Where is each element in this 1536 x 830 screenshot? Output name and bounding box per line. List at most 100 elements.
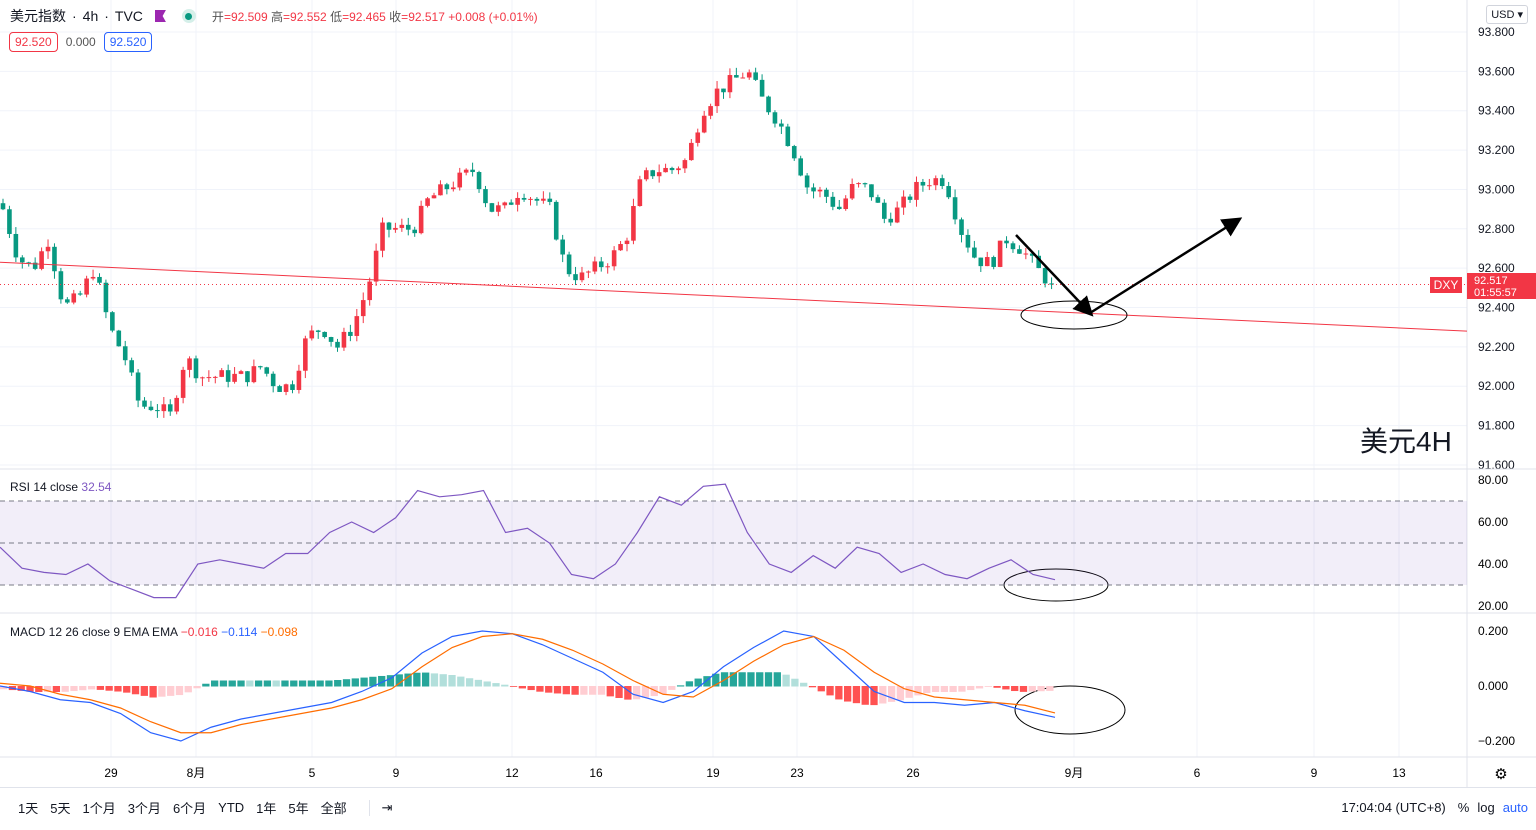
range-ytd[interactable]: YTD <box>218 800 245 815</box>
macd-histogram-bar <box>395 674 403 687</box>
candle-body <box>605 266 610 268</box>
macd-histogram-bar <box>993 686 1001 688</box>
percent-toggle[interactable]: % <box>1457 800 1470 815</box>
candle-body <box>901 196 906 208</box>
bottom-toolbar: 1天 5天 1个月 3个月 6个月 YTD 1年 5年 全部 ⇥ 17:04:0… <box>0 787 1536 827</box>
candle-body <box>566 254 572 275</box>
candle-body <box>161 404 167 412</box>
candle-body <box>206 377 212 379</box>
range-6m[interactable]: 6个月 <box>172 801 207 816</box>
candle-body <box>399 224 405 228</box>
rsi-tick: 20.00 <box>1478 599 1508 613</box>
chart-canvas[interactable]: 93.800 93.600 93.400 93.200 93.000 92.800 92.6… <box>0 0 1536 787</box>
macd-histogram-bar <box>931 686 940 692</box>
candle-body <box>71 293 77 303</box>
candle-body <box>888 218 894 223</box>
candle-body <box>180 369 186 398</box>
macd-histogram-bar <box>167 686 175 696</box>
macd-histogram-bar <box>342 679 351 687</box>
candle-body <box>200 377 205 379</box>
spread: 0.000 <box>65 35 96 49</box>
macd-histogram-bar <box>984 686 992 687</box>
candle-body <box>135 372 141 401</box>
macd-histogram-bar <box>52 686 61 692</box>
macd-histogram-bar <box>580 686 588 695</box>
macd-histogram-bar <box>589 686 597 695</box>
macd-histogram-bar <box>483 681 491 687</box>
ellipse-marker <box>1020 300 1128 330</box>
candle-body <box>129 360 134 373</box>
candle-body <box>1049 283 1054 285</box>
macd-histogram-bar <box>184 686 192 693</box>
sell-price[interactable]: 92.520 <box>9 32 58 52</box>
range-1y[interactable]: 1年 <box>256 801 277 816</box>
candle-body <box>110 312 115 331</box>
candle-body <box>997 240 1003 267</box>
candle-body <box>811 187 816 192</box>
macd-histogram-bar <box>791 678 799 687</box>
candle-body <box>927 185 932 187</box>
candle-body <box>322 331 327 338</box>
range-5d[interactable]: 5天 <box>50 801 71 816</box>
macd-histogram-bar <box>1002 686 1010 690</box>
range-1d[interactable]: 1天 <box>18 801 39 816</box>
candle-body <box>360 300 366 317</box>
candle-body <box>592 261 598 272</box>
candle-body <box>869 184 874 198</box>
macd-histogram-bar <box>0 686 8 690</box>
range-1m[interactable]: 1个月 <box>82 801 116 816</box>
market-status-icon <box>181 9 196 23</box>
candle-body <box>759 79 765 97</box>
price-tag <box>1467 273 1536 299</box>
macd-histogram-bar <box>826 686 834 696</box>
candle-body <box>32 262 38 269</box>
candle-body <box>380 222 385 251</box>
macd-histogram-bar <box>360 677 368 687</box>
macd-histogram-bar <box>773 672 781 687</box>
range-all[interactable]: 全部 <box>320 801 347 816</box>
candle-body <box>598 261 604 268</box>
macd-histogram-bar <box>1019 686 1028 692</box>
goto-date-icon[interactable]: ⇥ <box>368 799 393 816</box>
macd-histogram-bar <box>870 686 878 706</box>
candle-body <box>405 224 411 230</box>
log-toggle[interactable]: log <box>1477 800 1495 815</box>
macd-histogram-bar <box>817 686 825 692</box>
macd-histogram-bar <box>1037 686 1045 692</box>
macd-histogram-bar <box>501 684 509 687</box>
macd-histogram-bar <box>465 678 474 687</box>
macd-histogram-bar <box>79 686 87 691</box>
buy-price[interactable]: 92.520 <box>103 32 153 52</box>
interval[interactable]: 4h <box>82 8 99 24</box>
candle-body <box>122 346 128 361</box>
candle-body <box>669 167 675 171</box>
auto-toggle[interactable]: auto <box>1502 800 1528 815</box>
macd-histogram-bar <box>633 686 641 700</box>
time-tick: 5 <box>309 766 316 780</box>
range-3m[interactable]: 3个月 <box>127 801 161 816</box>
symbol-name[interactable]: 美元指数 <box>10 8 66 24</box>
macd-histogram-bar <box>738 672 746 687</box>
candle-body <box>212 376 218 378</box>
currency-select[interactable]: USD ▾ <box>1486 5 1528 24</box>
range-5y[interactable]: 5年 <box>288 801 309 816</box>
macd-histogram-bar <box>413 672 421 687</box>
candle-body <box>1029 253 1035 256</box>
candle-body <box>856 183 861 185</box>
macd-histogram-bar <box>422 672 430 687</box>
signal-line <box>0 633 1056 734</box>
candle-body <box>952 197 958 220</box>
candle-body <box>914 181 919 200</box>
macd-histogram-bar <box>940 686 948 692</box>
candle-body <box>573 274 578 281</box>
macd-histogram-bar <box>281 680 289 687</box>
candle-body <box>296 370 302 390</box>
candle-body <box>714 88 720 107</box>
candle-body <box>830 196 836 207</box>
down-arrow <box>1015 234 1094 317</box>
macd-histogram-bar <box>685 681 694 687</box>
macd-histogram-bar <box>923 686 931 693</box>
clock[interactable]: 17:04:04 (UTC+8) <box>1341 800 1446 815</box>
macd-histogram-bar <box>676 685 685 687</box>
candle-body <box>348 331 353 336</box>
